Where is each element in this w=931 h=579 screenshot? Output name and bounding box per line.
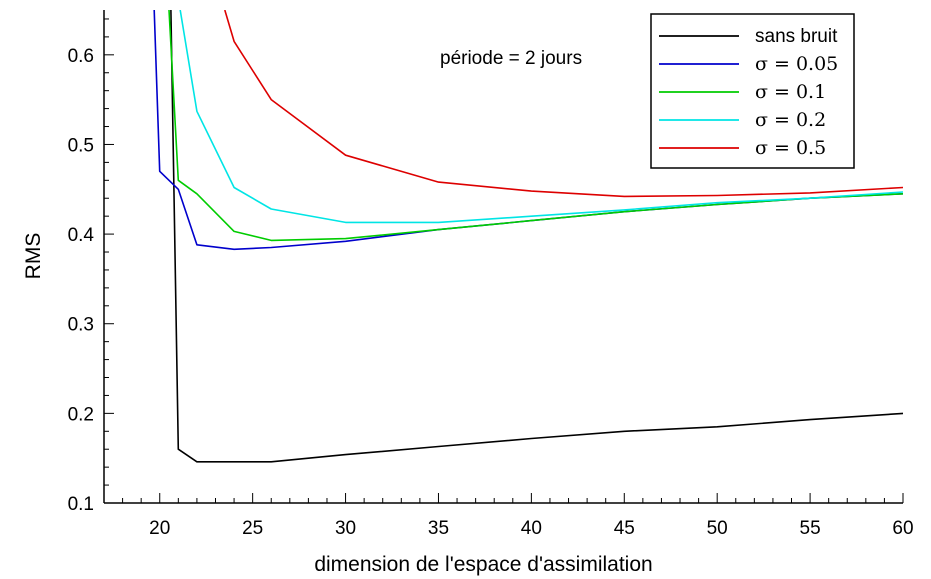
y-tick-label: 0.1 — [68, 494, 94, 515]
x-tick-label: 50 — [707, 518, 728, 539]
series-line-0 — [170, 10, 903, 463]
x-axis-label: dimension de l'espace d'assimilation — [314, 553, 652, 576]
x-tick-label: 35 — [428, 518, 449, 539]
series-layer — [153, 10, 903, 463]
ticks: 20 25 30 35 40 45 50 55 60 0.1 0.2 0.3 0.4 0.5 0.6 — [68, 18, 914, 539]
legend: sans bruit σ = 0.05 σ = 0.1 σ = 0.2 σ = 0.5 — [650, 13, 855, 169]
axes — [103, 10, 903, 504]
legend-entry: sans bruit — [755, 26, 838, 47]
y-tick-label: 0.4 — [68, 225, 95, 246]
x-tick-label: 40 — [521, 518, 542, 539]
x-tick-label: 30 — [335, 518, 356, 539]
legend-entry: σ = 0.2 — [755, 109, 826, 131]
legend-entry: σ = 0.1 — [755, 81, 826, 103]
y-tick-label: 0.5 — [68, 135, 94, 156]
x-tick-label: 45 — [614, 518, 635, 539]
series-line-2 — [168, 10, 903, 242]
x-tick-label: 60 — [892, 518, 913, 539]
y-tick-label: 0.3 — [68, 315, 94, 336]
legend-entry: σ = 0.05 — [755, 53, 838, 75]
x-tick-label: 55 — [800, 518, 821, 539]
series-line-4 — [224, 10, 903, 198]
legend-box — [650, 13, 855, 169]
y-tick-label: 0.6 — [68, 46, 94, 67]
series-line-3 — [179, 10, 903, 224]
x-tick-label: 20 — [149, 518, 170, 539]
y-axis-label: RMS — [22, 233, 45, 280]
period-annotation: période = 2 jours — [440, 48, 582, 69]
legend-entry: σ = 0.5 — [755, 137, 826, 159]
x-tick-label: 25 — [242, 518, 263, 539]
y-tick-label: 0.2 — [68, 404, 94, 425]
